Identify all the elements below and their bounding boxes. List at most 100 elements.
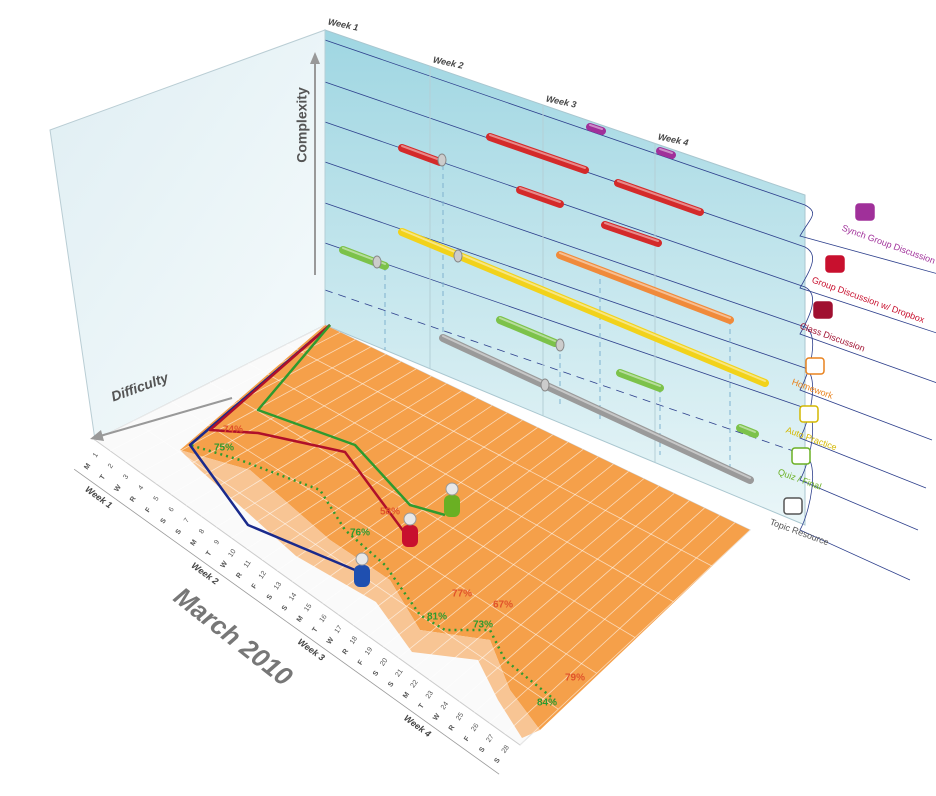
day-letter: S xyxy=(493,757,502,765)
score-label: 67% xyxy=(493,600,513,611)
floor-band xyxy=(180,450,540,738)
day-number: 23 xyxy=(425,690,435,700)
day-letter: F xyxy=(357,658,366,666)
complexity-label: Complexity xyxy=(294,87,310,163)
day-number: 19 xyxy=(364,646,374,656)
floor-orange xyxy=(180,325,750,730)
day-number: 18 xyxy=(349,635,359,645)
bar-shine xyxy=(519,187,561,203)
legend-icon xyxy=(805,357,825,375)
floor-week-label: Week 4 xyxy=(402,713,433,739)
score-label: 84% xyxy=(537,698,557,709)
progress-line xyxy=(256,324,446,517)
score-label: 77% xyxy=(452,589,472,600)
day-letter: F xyxy=(463,735,472,743)
day-letter: M xyxy=(402,691,411,700)
day-letter: M xyxy=(83,462,92,471)
bar-shine xyxy=(739,425,756,433)
bar-knob xyxy=(453,249,463,263)
lane-line xyxy=(324,161,806,328)
floor-grid xyxy=(286,343,712,567)
day-letter: T xyxy=(311,626,320,634)
month-label: March 2010 xyxy=(168,581,299,692)
activity-bar xyxy=(398,228,769,387)
floor-week-label: Week 3 xyxy=(296,637,327,663)
day-letter: W xyxy=(326,636,336,646)
lane-connector xyxy=(799,454,911,581)
day-number: 17 xyxy=(334,624,344,634)
legend-icon xyxy=(813,301,833,319)
arrow-head xyxy=(310,52,320,64)
activity-bar xyxy=(556,251,734,324)
day-letter: R xyxy=(448,724,457,732)
bar-shine xyxy=(589,124,603,130)
day-number: 2 xyxy=(107,463,115,470)
legend-icon xyxy=(783,497,803,515)
day-number: 14 xyxy=(288,592,298,602)
day-number: 11 xyxy=(243,559,253,569)
day-letter: F xyxy=(251,582,260,590)
day-letter: R xyxy=(235,572,244,580)
score-label: 74% xyxy=(223,425,243,436)
day-number: 8 xyxy=(198,528,206,535)
activity-bar xyxy=(486,133,589,174)
score-label: 58% xyxy=(380,507,400,518)
day-number: 9 xyxy=(213,539,221,546)
bar-shine xyxy=(619,370,661,387)
lane-line xyxy=(324,39,806,206)
day-letter: S xyxy=(372,669,381,677)
floor-grid xyxy=(171,401,597,674)
activity-bar xyxy=(398,144,444,166)
score-label: 76% xyxy=(350,528,370,539)
lane-line xyxy=(324,242,806,409)
day-letter: S xyxy=(281,604,290,612)
score-label: 75% xyxy=(214,443,234,454)
student-body xyxy=(402,525,418,547)
wall-week-label: Week 1 xyxy=(327,16,359,32)
day-number: 10 xyxy=(227,548,237,558)
day-letter: T xyxy=(418,702,427,710)
bar-shine xyxy=(499,317,556,342)
lane-connector xyxy=(799,407,919,531)
bar-knob xyxy=(540,378,550,392)
day-letter: R xyxy=(129,495,138,503)
day-number: 27 xyxy=(485,733,495,743)
bar-shine xyxy=(604,222,659,242)
day-letter: W xyxy=(220,560,230,570)
day-number: 15 xyxy=(303,603,313,613)
day-letter: M xyxy=(189,538,198,547)
day-number: 1 xyxy=(92,452,100,459)
activity-bar xyxy=(439,334,754,484)
day-letter: R xyxy=(342,648,351,656)
student-head xyxy=(403,512,417,526)
legend-label: Synch Group Discussion xyxy=(841,223,936,266)
lane-connector xyxy=(799,246,936,334)
week-rule xyxy=(180,545,287,622)
arrow-head xyxy=(90,430,104,441)
lane-line xyxy=(324,289,806,456)
legend-icon xyxy=(791,447,811,465)
day-number: 4 xyxy=(137,484,145,491)
day-letter: S xyxy=(159,517,168,525)
day-number: 13 xyxy=(273,581,283,591)
day-letter: S xyxy=(387,680,396,688)
legend-icon xyxy=(825,255,845,273)
bar-knob xyxy=(437,153,447,167)
student-head xyxy=(355,552,369,566)
score-label: 73% xyxy=(473,620,493,631)
week-rule xyxy=(286,621,394,699)
legend-icon xyxy=(855,203,875,221)
bar-shine xyxy=(442,335,751,479)
bar-shine xyxy=(559,252,731,319)
bar-shine xyxy=(489,134,586,169)
activity-bar xyxy=(586,123,606,135)
bar-shine xyxy=(617,180,701,211)
bar-shine xyxy=(659,148,673,154)
difficulty-arrow xyxy=(99,397,233,437)
floor-week-label: Week 1 xyxy=(83,484,114,510)
floor-week-label: Week 2 xyxy=(190,560,221,586)
day-number: 3 xyxy=(122,473,130,480)
day-letter: S xyxy=(266,593,275,601)
bar-shine xyxy=(401,145,441,161)
